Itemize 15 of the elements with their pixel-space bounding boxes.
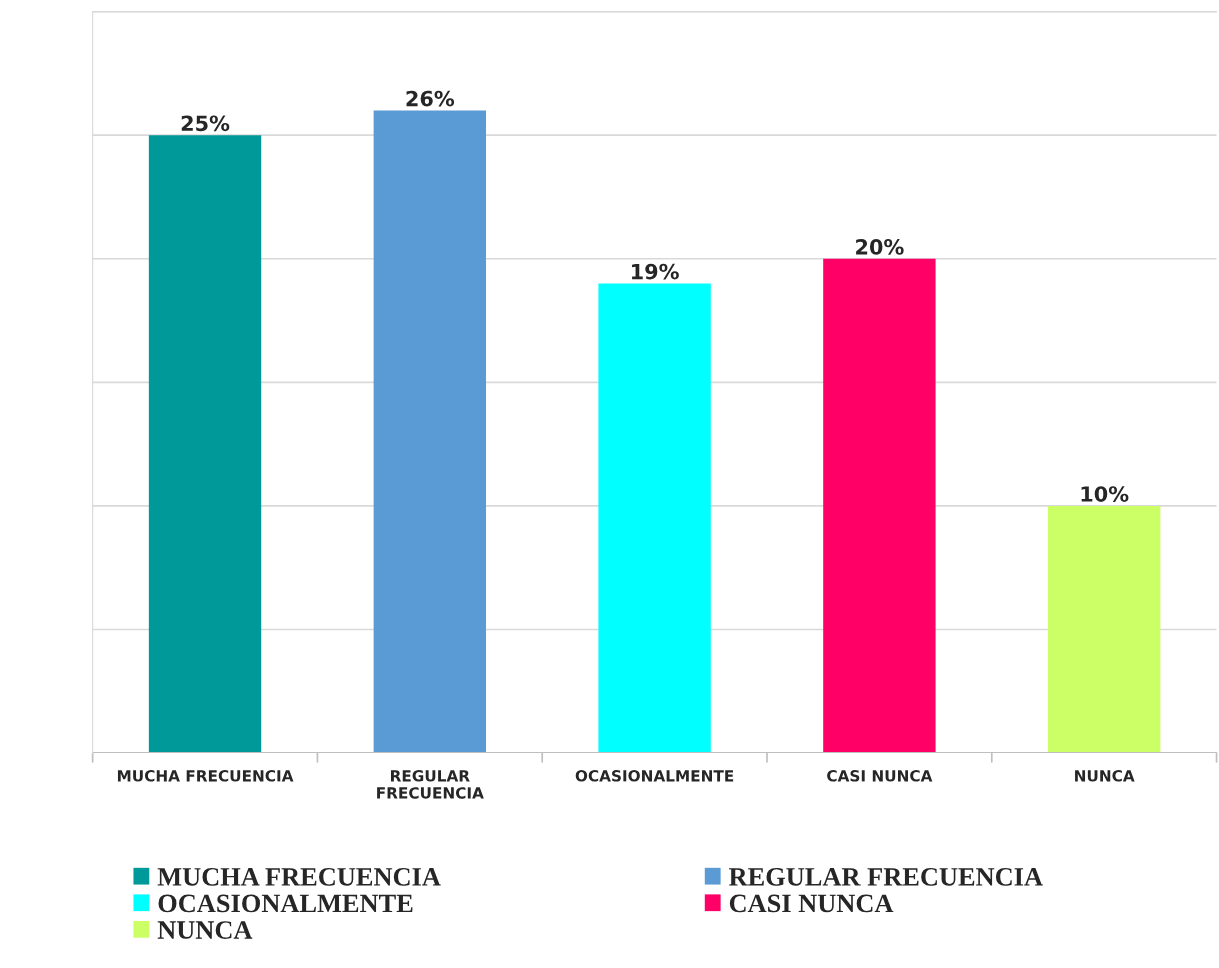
data-label: 10% bbox=[1081, 486, 1129, 502]
x-tick-label: MUCHA FRECUENCIA bbox=[117, 770, 294, 782]
data-label: 25% bbox=[181, 115, 230, 132]
legend-label: CASI NUNCA bbox=[729, 894, 894, 913]
x-tick-label: CASI NUNCA bbox=[827, 770, 933, 782]
legend-label: OCASIONALMENTE bbox=[158, 894, 413, 913]
legend-label: REGULAR FRECUENCIA bbox=[728, 868, 1043, 886]
x-tick-label: OCASIONALMENTE bbox=[575, 770, 734, 782]
data-label: 19% bbox=[632, 263, 679, 280]
x-tick-label: REGULAR FRECUENCIA bbox=[377, 770, 484, 799]
x-tick-label: NUNCA bbox=[1075, 770, 1135, 782]
legend-label: NUNCA bbox=[157, 921, 253, 939]
data-label: 20% bbox=[856, 238, 904, 255]
legend-label: MUCHA FRECUENCIA bbox=[157, 868, 441, 886]
data-label: 26% bbox=[406, 90, 455, 107]
